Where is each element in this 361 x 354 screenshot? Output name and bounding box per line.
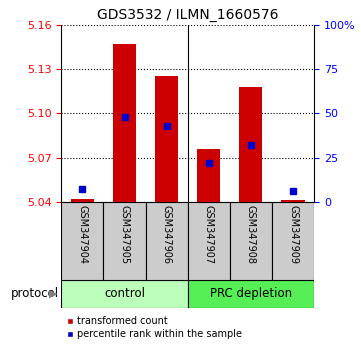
Bar bbox=[230, 202, 272, 280]
Bar bbox=[104, 202, 145, 280]
Text: GSM347908: GSM347908 bbox=[246, 205, 256, 264]
Text: GSM347907: GSM347907 bbox=[204, 205, 214, 264]
Text: GSM347909: GSM347909 bbox=[288, 205, 298, 264]
Legend: transformed count, percentile rank within the sample: transformed count, percentile rank withi… bbox=[66, 316, 242, 339]
Bar bbox=[61, 280, 188, 308]
Bar bbox=[155, 76, 178, 202]
Bar bbox=[239, 87, 262, 202]
Text: control: control bbox=[104, 287, 145, 300]
Text: ▶: ▶ bbox=[49, 289, 57, 299]
Bar bbox=[272, 202, 314, 280]
Text: protocol: protocol bbox=[11, 287, 59, 300]
Text: GSM347905: GSM347905 bbox=[119, 205, 130, 264]
Bar bbox=[188, 202, 230, 280]
Text: PRC depletion: PRC depletion bbox=[210, 287, 292, 300]
Title: GDS3532 / ILMN_1660576: GDS3532 / ILMN_1660576 bbox=[97, 8, 278, 22]
Text: GSM347904: GSM347904 bbox=[77, 205, 87, 264]
Bar bbox=[197, 149, 220, 202]
Bar bbox=[188, 280, 314, 308]
Bar bbox=[282, 200, 305, 202]
Bar bbox=[71, 199, 94, 202]
Bar bbox=[145, 202, 188, 280]
Bar bbox=[61, 202, 104, 280]
Bar bbox=[113, 44, 136, 202]
Text: GSM347906: GSM347906 bbox=[162, 205, 172, 264]
